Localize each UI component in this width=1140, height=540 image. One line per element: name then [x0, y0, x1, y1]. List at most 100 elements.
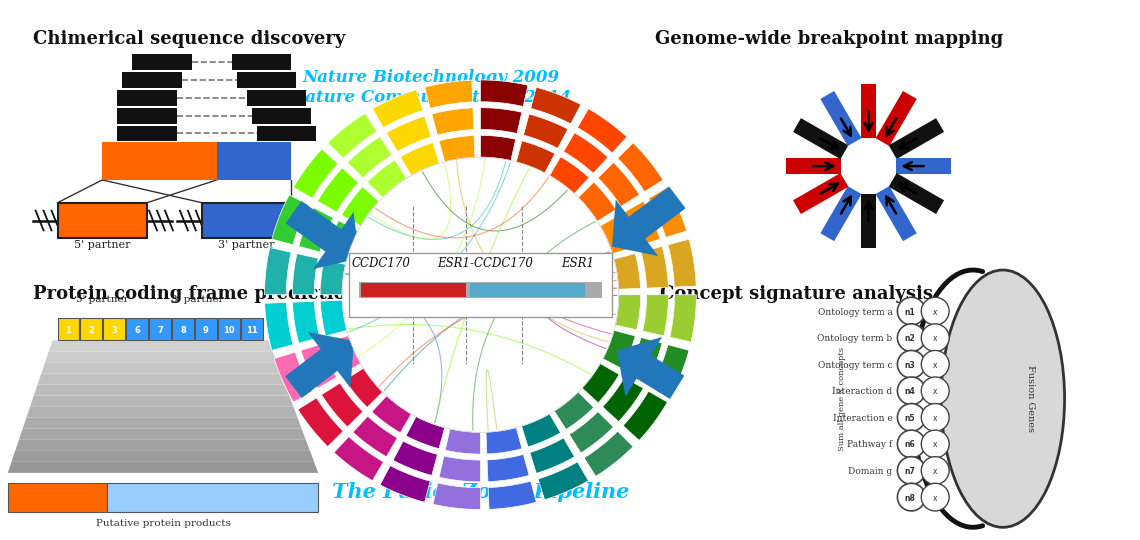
- Circle shape: [897, 377, 926, 404]
- Text: n4: n4: [904, 387, 914, 396]
- Text: x: x: [933, 334, 937, 343]
- Circle shape: [921, 350, 950, 378]
- Polygon shape: [563, 133, 608, 173]
- Text: n6: n6: [904, 441, 914, 449]
- Circle shape: [921, 483, 950, 511]
- Polygon shape: [616, 295, 641, 330]
- Polygon shape: [327, 336, 360, 374]
- Polygon shape: [321, 383, 363, 427]
- Text: 3' partner: 3' partner: [171, 295, 223, 303]
- Polygon shape: [271, 195, 309, 245]
- Polygon shape: [11, 451, 315, 462]
- Text: Chimerical sequence discovery: Chimerical sequence discovery: [33, 30, 345, 49]
- Text: ESR1-CCDC170: ESR1-CCDC170: [438, 257, 534, 270]
- FancyBboxPatch shape: [132, 54, 192, 70]
- Text: The FusionZoom Pipeline: The FusionZoom Pipeline: [332, 482, 629, 502]
- Text: ESR1: ESR1: [562, 257, 594, 270]
- Polygon shape: [393, 441, 438, 475]
- FancyBboxPatch shape: [107, 483, 318, 512]
- FancyBboxPatch shape: [471, 283, 585, 296]
- FancyBboxPatch shape: [218, 319, 239, 340]
- Text: 1: 1: [65, 326, 72, 335]
- Polygon shape: [432, 108, 474, 135]
- Polygon shape: [23, 417, 302, 429]
- Polygon shape: [516, 141, 555, 173]
- FancyBboxPatch shape: [172, 319, 194, 340]
- Ellipse shape: [942, 270, 1065, 528]
- Polygon shape: [264, 247, 291, 295]
- Polygon shape: [785, 158, 840, 174]
- Polygon shape: [641, 246, 668, 288]
- Circle shape: [897, 403, 926, 431]
- FancyBboxPatch shape: [57, 202, 147, 238]
- Polygon shape: [19, 429, 306, 440]
- Polygon shape: [345, 368, 383, 407]
- Circle shape: [921, 457, 950, 484]
- FancyBboxPatch shape: [122, 72, 182, 88]
- Polygon shape: [320, 260, 345, 295]
- Text: 6: 6: [135, 326, 140, 335]
- Circle shape: [921, 324, 950, 352]
- Text: Ontology term b: Ontology term b: [817, 334, 893, 343]
- Text: CCDC170: CCDC170: [351, 257, 410, 270]
- Circle shape: [897, 324, 926, 352]
- Text: n1: n1: [904, 308, 914, 316]
- FancyBboxPatch shape: [117, 125, 177, 141]
- Text: Sum all gene X concepts: Sum all gene X concepts: [838, 347, 846, 451]
- Polygon shape: [334, 436, 383, 481]
- Polygon shape: [625, 201, 660, 246]
- Polygon shape: [793, 173, 848, 214]
- Polygon shape: [652, 345, 689, 395]
- Polygon shape: [486, 428, 522, 454]
- Polygon shape: [439, 136, 475, 162]
- Polygon shape: [861, 194, 877, 248]
- Polygon shape: [275, 352, 312, 402]
- FancyBboxPatch shape: [237, 72, 296, 88]
- Text: Ontology term c: Ontology term c: [817, 361, 893, 370]
- Text: x: x: [933, 467, 937, 476]
- Text: x: x: [933, 387, 937, 396]
- Text: 8: 8: [180, 326, 186, 335]
- Polygon shape: [488, 481, 536, 509]
- FancyBboxPatch shape: [355, 258, 613, 318]
- Text: Protein coding frame prediction: Protein coding frame prediction: [33, 285, 358, 303]
- Polygon shape: [299, 208, 333, 252]
- Polygon shape: [320, 300, 347, 336]
- FancyBboxPatch shape: [361, 283, 465, 296]
- Polygon shape: [373, 90, 423, 127]
- Text: n8: n8: [904, 494, 914, 503]
- Polygon shape: [49, 340, 272, 352]
- Polygon shape: [367, 160, 407, 198]
- Text: Interaction e: Interaction e: [832, 414, 893, 423]
- Polygon shape: [446, 429, 480, 454]
- Polygon shape: [614, 253, 641, 289]
- Polygon shape: [386, 116, 431, 152]
- Polygon shape: [649, 187, 686, 238]
- Text: 2: 2: [89, 326, 95, 335]
- Polygon shape: [523, 114, 568, 148]
- Polygon shape: [406, 416, 445, 449]
- FancyBboxPatch shape: [252, 107, 311, 124]
- Text: n2: n2: [904, 334, 914, 343]
- FancyBboxPatch shape: [246, 90, 307, 106]
- FancyBboxPatch shape: [81, 319, 103, 340]
- Text: n3: n3: [904, 361, 914, 370]
- Text: n5: n5: [904, 414, 914, 423]
- FancyBboxPatch shape: [231, 54, 292, 70]
- FancyBboxPatch shape: [104, 319, 125, 340]
- Text: 5' partner: 5' partner: [76, 295, 129, 303]
- Text: 3: 3: [112, 326, 117, 335]
- Polygon shape: [480, 136, 515, 160]
- Polygon shape: [433, 483, 480, 510]
- Polygon shape: [41, 362, 280, 374]
- Polygon shape: [293, 149, 337, 198]
- Polygon shape: [298, 398, 343, 447]
- Polygon shape: [301, 344, 336, 388]
- Polygon shape: [264, 302, 293, 350]
- FancyBboxPatch shape: [217, 143, 292, 180]
- Polygon shape: [627, 338, 662, 382]
- FancyBboxPatch shape: [202, 202, 292, 238]
- Text: 9: 9: [203, 326, 209, 335]
- Polygon shape: [372, 396, 412, 433]
- Polygon shape: [618, 143, 663, 192]
